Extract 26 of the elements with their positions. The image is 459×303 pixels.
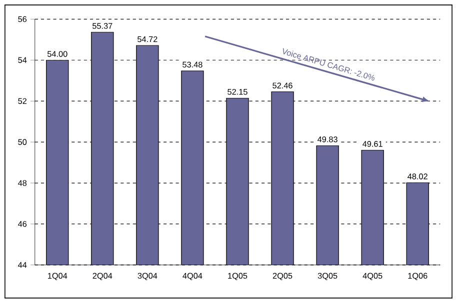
x-tick-label: 2Q04 xyxy=(92,272,112,280)
data-label: 55.37 xyxy=(92,23,112,29)
x-tick-label: 1Q06 xyxy=(408,272,428,280)
data-label: 49.83 xyxy=(318,136,338,142)
y-tick-label: 46 xyxy=(18,221,27,227)
y-tick-label: 50 xyxy=(18,139,27,145)
x-tick-label: 1Q05 xyxy=(228,272,248,280)
data-label: 52.46 xyxy=(272,82,292,88)
x-tick-label: 4Q04 xyxy=(182,272,202,280)
y-tick-label: 52 xyxy=(18,98,26,104)
y-tick-label: 54 xyxy=(18,57,27,63)
annotation: Voice ARPU CAGR: -2.0% xyxy=(282,48,374,81)
data-label: 49.61 xyxy=(362,140,382,147)
data-label: 48.02 xyxy=(408,174,428,180)
x-tick-label: 4Q05 xyxy=(362,272,382,280)
x-tick-label: 3Q04 xyxy=(138,272,158,280)
x-tick-label: 1Q04 xyxy=(48,272,68,280)
data-label: 54.00 xyxy=(47,51,68,57)
y-tick-label: 56 xyxy=(18,16,27,22)
x-tick-label: 2Q05 xyxy=(272,272,292,280)
data-label: 53.48 xyxy=(182,62,202,68)
y-tick-label: 44 xyxy=(18,262,27,268)
x-tick-label: 3Q05 xyxy=(318,272,338,280)
data-label: 52.15 xyxy=(228,88,248,95)
y-tick-label: 48 xyxy=(18,180,27,186)
data-label: 54.72 xyxy=(138,36,158,42)
